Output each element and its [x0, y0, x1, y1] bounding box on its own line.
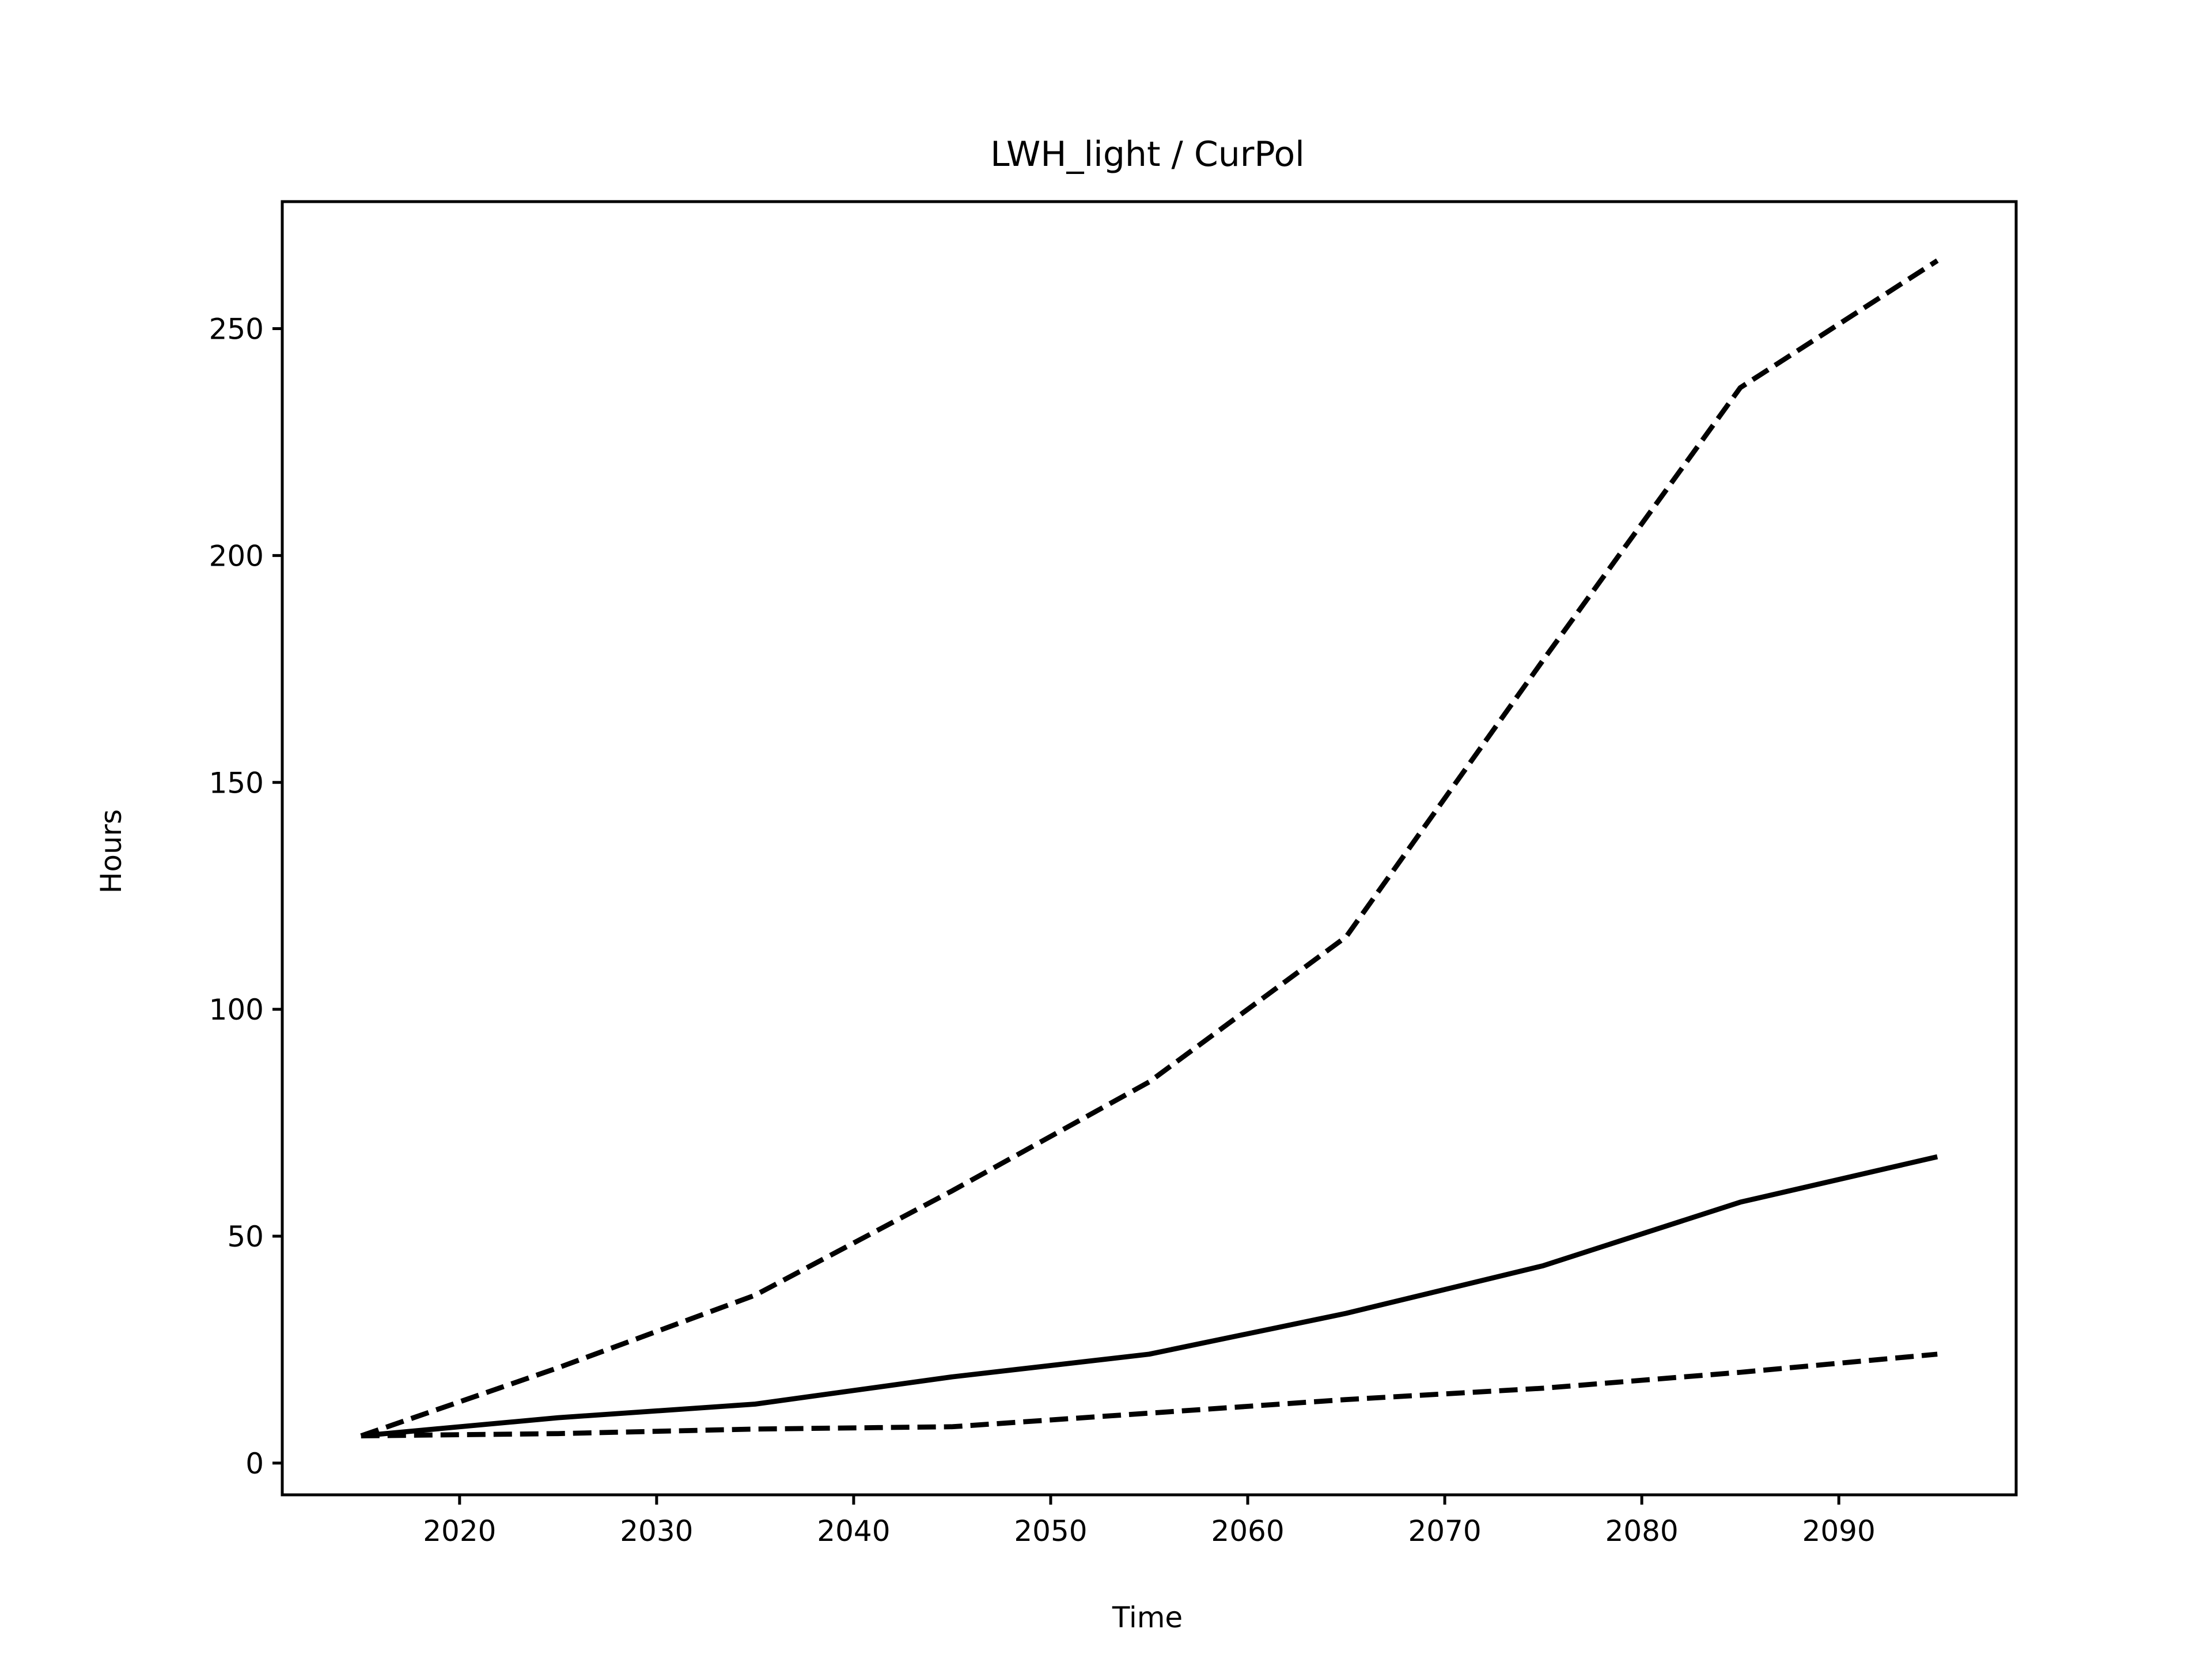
y-tick-label: 0	[245, 1447, 264, 1480]
y-tick-label: 100	[209, 993, 264, 1027]
x-tick-label: 2040	[817, 1514, 890, 1548]
series-line-3	[361, 1351, 1938, 1438]
series-line-2	[361, 1154, 1938, 1438]
x-tick-label: 2050	[1014, 1514, 1087, 1548]
x-tick-label: 2020	[423, 1514, 496, 1548]
y-tick-label: 50	[227, 1220, 264, 1253]
x-tick-label: 2030	[620, 1514, 693, 1548]
series-layer	[360, 258, 1939, 1438]
x-axis: 2020 2030 2040 2050 2060 2070 2080 2090	[423, 1495, 1876, 1548]
x-tick-label: 2080	[1605, 1514, 1678, 1548]
x-tick-label: 2060	[1211, 1514, 1284, 1548]
series-line-1	[360, 258, 1939, 1438]
chart-title: LWH_light / CurPol	[990, 134, 1305, 175]
y-axis-label: Hours	[94, 809, 128, 893]
x-tick-label: 2090	[1802, 1514, 1876, 1548]
plot-frame	[281, 200, 2018, 1497]
x-axis-label: Time	[1112, 1601, 1183, 1634]
y-axis: 0 50 100 150 200 250	[209, 313, 282, 1480]
y-tick-label: 200	[209, 539, 264, 573]
x-tick-label: 2070	[1408, 1514, 1481, 1548]
plot-area	[281, 200, 2018, 1497]
y-tick-label: 250	[209, 313, 264, 346]
y-tick-label: 150	[209, 766, 264, 800]
